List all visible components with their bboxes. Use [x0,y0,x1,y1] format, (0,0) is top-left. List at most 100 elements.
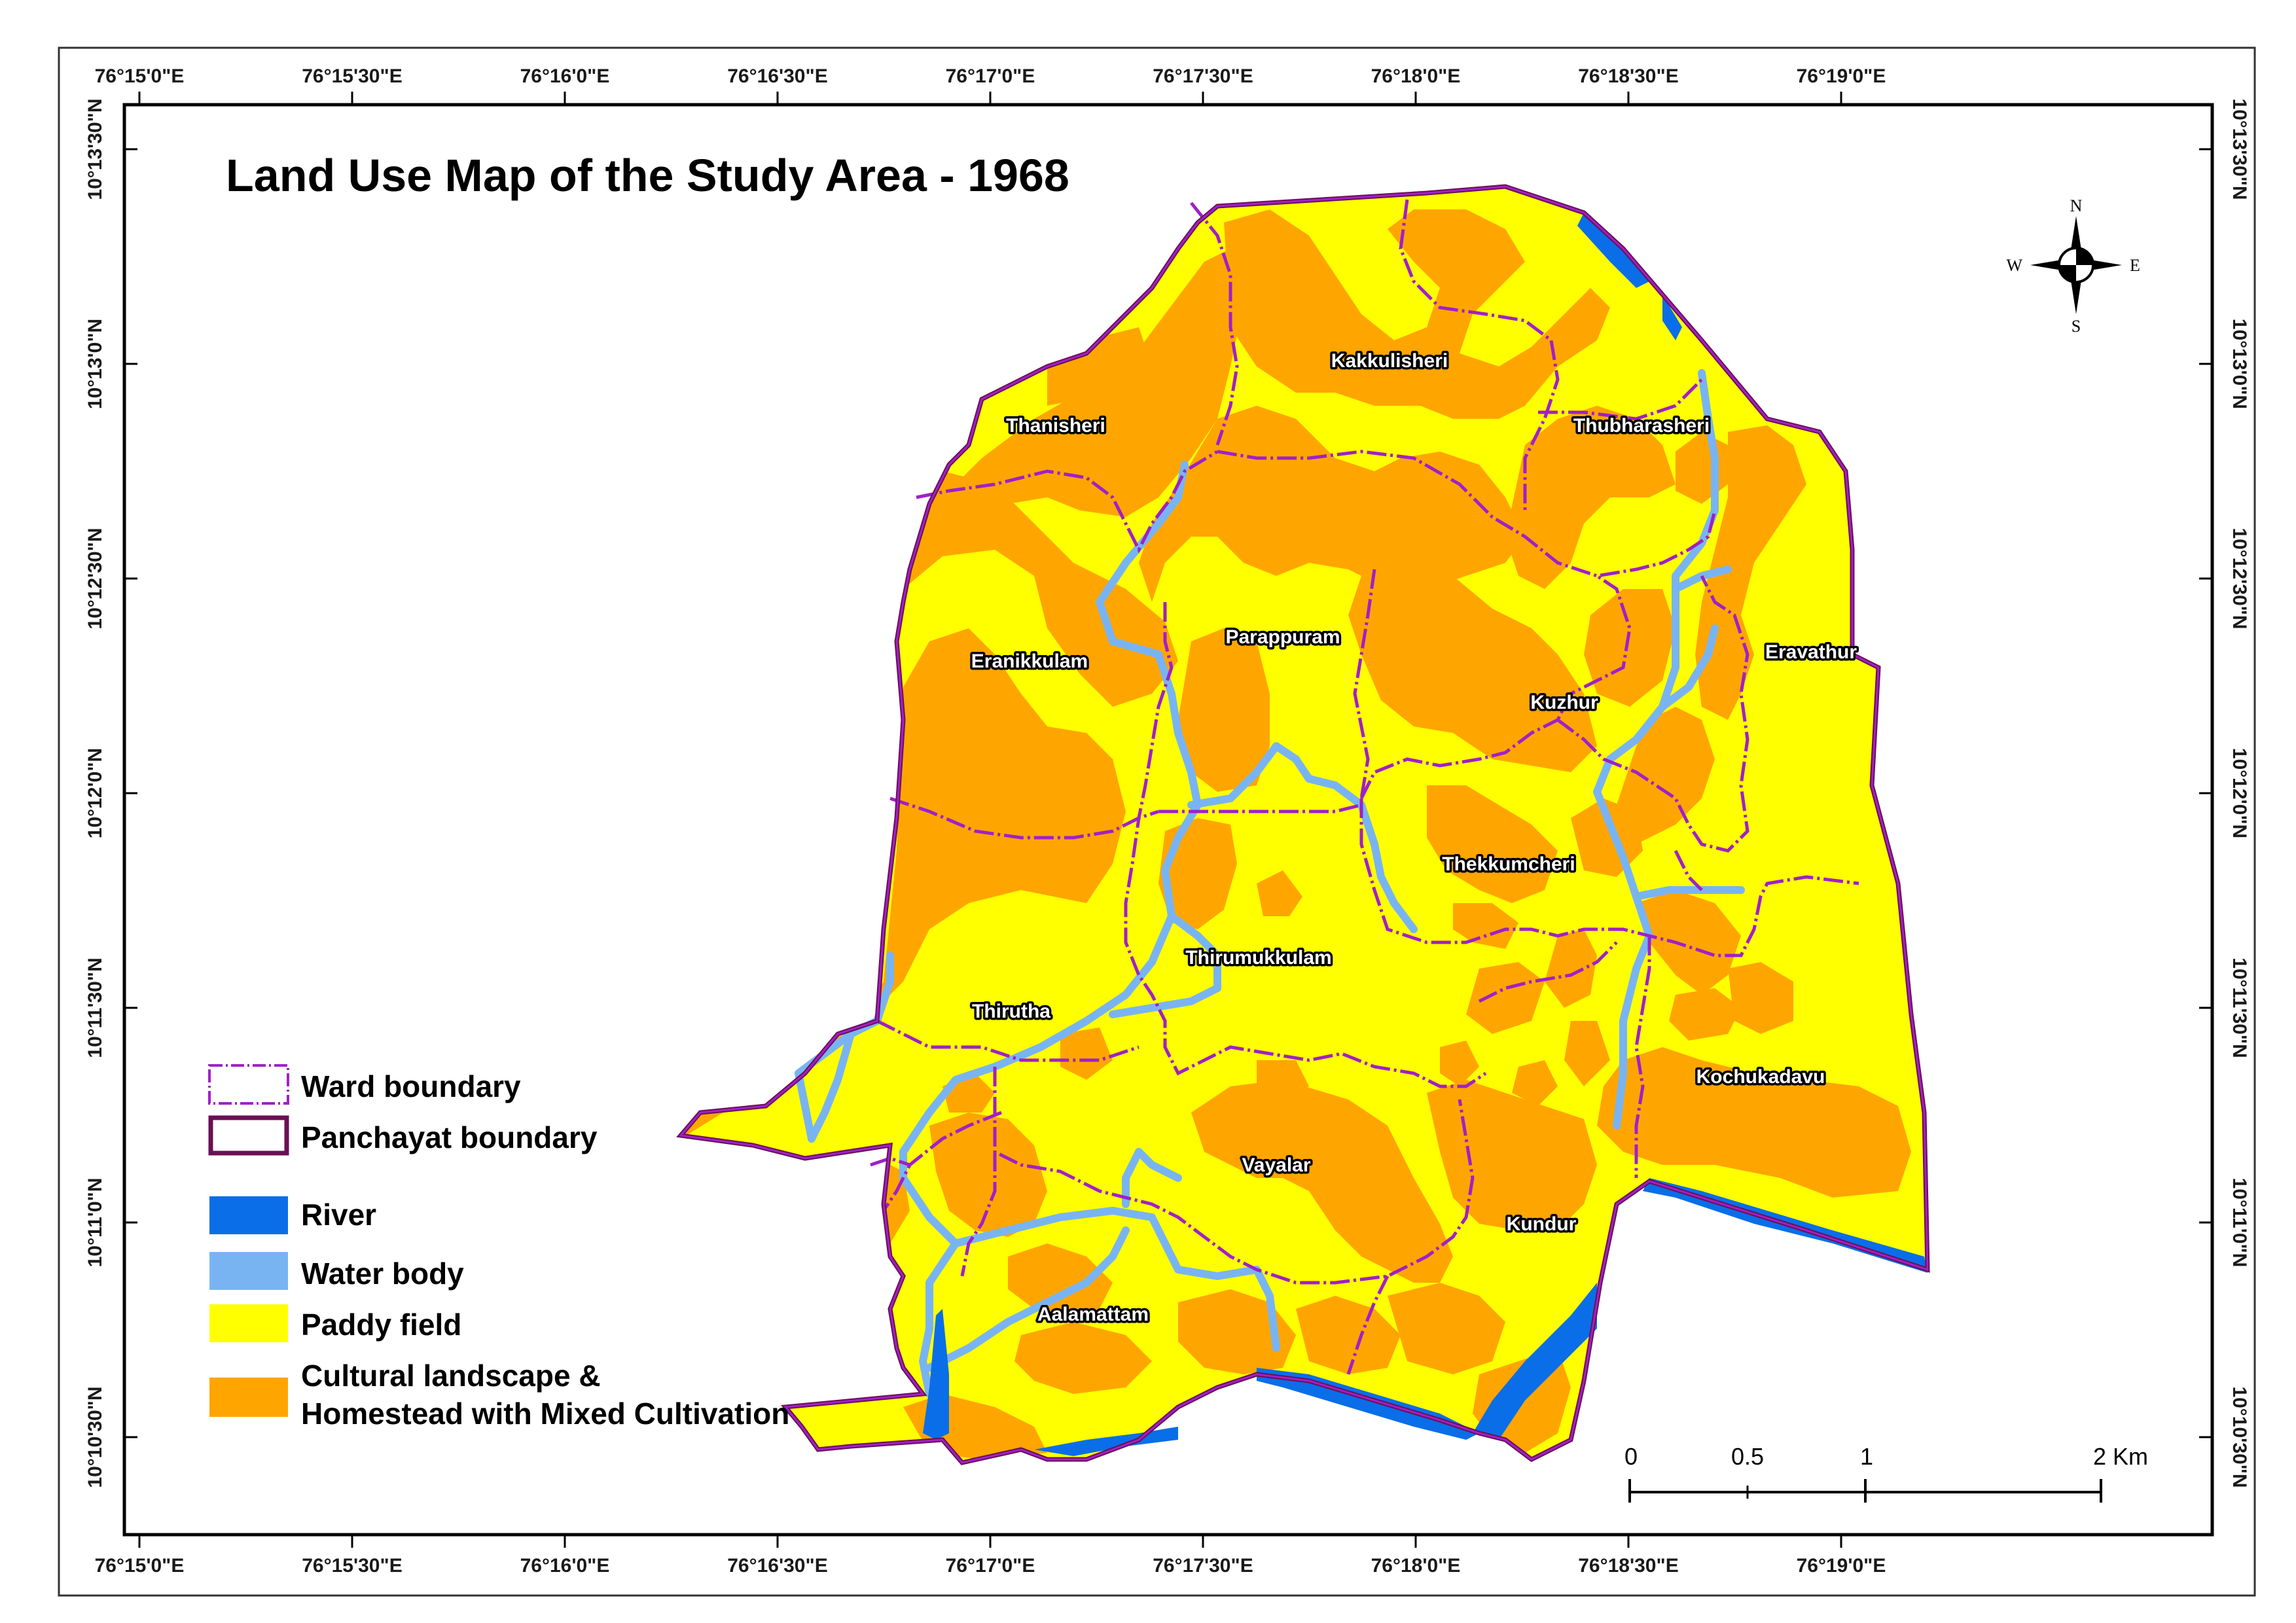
legend-label-water-body: Water body [301,1257,464,1291]
latitude-labels-left: 10°13'30"N 10°13'0"N 10°12'30"N 10°12'0"… [84,98,106,1488]
cultural-landscape-patch [929,1113,1047,1237]
river-segment [1473,1283,1597,1440]
water-body-canal [1187,742,1418,933]
ward-label: Thubharasheri [1573,415,1710,437]
lat-label-right: 10°11'30"N [2229,957,2250,1058]
lat-label-right: 10°12'30"N [2229,527,2250,629]
ward-labels: Kakkulisheri Thanisheri Thubharasheri Pa… [969,348,1859,1328]
lat-label-left: 10°11'0"N [84,1178,106,1268]
lat-label-left: 10°10'30"N [84,1386,106,1488]
lat-label-left: 10°13'0"N [84,319,106,409]
cultural-landscape-patch [818,1270,890,1348]
lat-label-right: 10°10'30"N [2229,1386,2250,1488]
water-body-canal [919,1240,960,1398]
ward-boundary-line [1478,941,1618,1003]
legend-swatch-water-body [209,1252,288,1290]
legend-swatch-paddy-field [209,1304,288,1342]
ward-boundary-line [1190,202,1239,446]
river-segment [1257,1368,1479,1440]
water-body-canal [1122,1148,1182,1208]
lon-label-bottom: 76°18'0"E [1371,1555,1461,1577]
lon-label-top: 76°17'30"E [1153,65,1253,87]
lon-label-top: 76°15'30"E [302,65,402,87]
cultural-landscape-patch [1296,1296,1401,1374]
cultural-landscape-patch [1257,1060,1309,1099]
ward-boundary-line [882,1111,1002,1212]
cultural-landscape-layer [681,209,1911,1459]
lon-label-bottom: 76°16'30"E [727,1555,827,1577]
cultural-landscape-patch [1597,1047,1911,1198]
ward-boundary-line [960,1152,997,1277]
ward-label: Kundur [1507,1213,1577,1235]
legend-swatch-cultural-landscape [209,1378,288,1417]
lat-label-right: 10°13'30"N [2229,98,2250,200]
ward-boundary-line [870,1156,910,1167]
ward-label: Vayalar [1242,1154,1310,1176]
latitude-graticule [124,148,2212,1438]
cultural-landscape-patch [1178,1289,1296,1374]
lat-label-right: 10°13'0"N [2229,319,2250,409]
lat-label-left: 10°13'30"N [84,98,106,200]
lon-label-bottom: 76°19'0"E [1797,1555,1886,1577]
water-body-canal [1109,912,1221,1018]
compass-s-label: S [2072,317,2081,336]
ward-boundary-line [1217,450,1717,578]
ward-boundary-line [1353,569,1376,799]
river-segment [1662,294,1682,340]
ward-label: Thanisheri [1006,415,1105,437]
ward-boundary-line [889,796,1159,840]
latitude-labels-right: 10°13'30"N 10°13'0"N 10°12'30"N 10°12'0"… [2229,98,2250,1488]
ward-label: Thirutha [972,1001,1050,1022]
cultural-landscape-patch [1014,1322,1152,1394]
cultural-landscape-patch [1427,785,1558,903]
lat-label-left: 10°12'30"N [84,527,106,629]
lon-label-bottom: 76°17'30"E [1153,1555,1253,1577]
lon-label-top: 76°15'0"E [95,65,185,87]
cultural-landscape-patch [1636,890,1741,995]
cultural-landscape-patch [1695,425,1806,720]
ward-label: Thekkumcheri [1442,853,1575,875]
ward-boundary-line [1556,575,1749,853]
cultural-landscape-patch [1453,903,1518,949]
ward-label: Kuzhur [1530,692,1598,713]
scale-label: 0.5 [1731,1443,1764,1470]
legend-label-paddy-field: Paddy field [301,1308,461,1342]
cultural-landscape-patch [1060,1027,1113,1080]
compass-quadrant [2059,265,2076,282]
lon-label-top: 76°17'0"E [946,65,1035,87]
legend-label-river: River [301,1198,376,1232]
cultural-landscape-patch [1348,563,1597,772]
water-body-canal [925,1226,1130,1372]
legend-swatch-river [209,1196,288,1234]
cultural-landscape-patch [1178,628,1270,792]
cultural-landscape-patch [681,628,1126,1139]
cultural-landscape-patch [1224,209,1610,419]
scale-label: 0 [1624,1443,1638,1470]
map-title: Land Use Map of the Study Area - 1968 [226,150,1069,201]
ward-boundaries [870,199,1859,1375]
river-segment [923,1309,949,1440]
lon-label-bottom: 76°15'30"E [302,1555,402,1577]
compass-w-label: W [2006,256,2022,275]
ward-boundary-line [1538,378,1703,421]
water-body-canal [795,1030,855,1143]
river-segment [1577,213,1649,288]
lat-label-left: 10°11'30"N [84,957,106,1058]
river-segment [1034,1427,1178,1456]
scale-bar: 0 0.5 1 2 Km [1624,1443,2148,1503]
ward-boundary-line [1158,803,1362,813]
ward-label: Kakkulisheri [1331,350,1448,372]
legend-swatch-panchayat-boundary [208,1115,289,1156]
lon-label-top: 76°16'0"E [520,65,610,87]
ward-label: Eravathur [1765,641,1857,663]
outer-frame [58,46,2256,1597]
cultural-landscape-patch [1440,1041,1479,1086]
ward-boundary-line [1674,849,1703,891]
ward-boundary-line [1346,1275,1390,1375]
panchayat-boundary-inner [679,185,1929,1464]
cultural-landscape-patch [1008,1243,1113,1315]
study-area [676,184,1930,1465]
cultural-landscape-patch [903,471,1178,707]
legend-label-panchayat-boundary: Panchayat boundary [301,1120,598,1154]
ward-boundary-line [993,1067,1475,1285]
